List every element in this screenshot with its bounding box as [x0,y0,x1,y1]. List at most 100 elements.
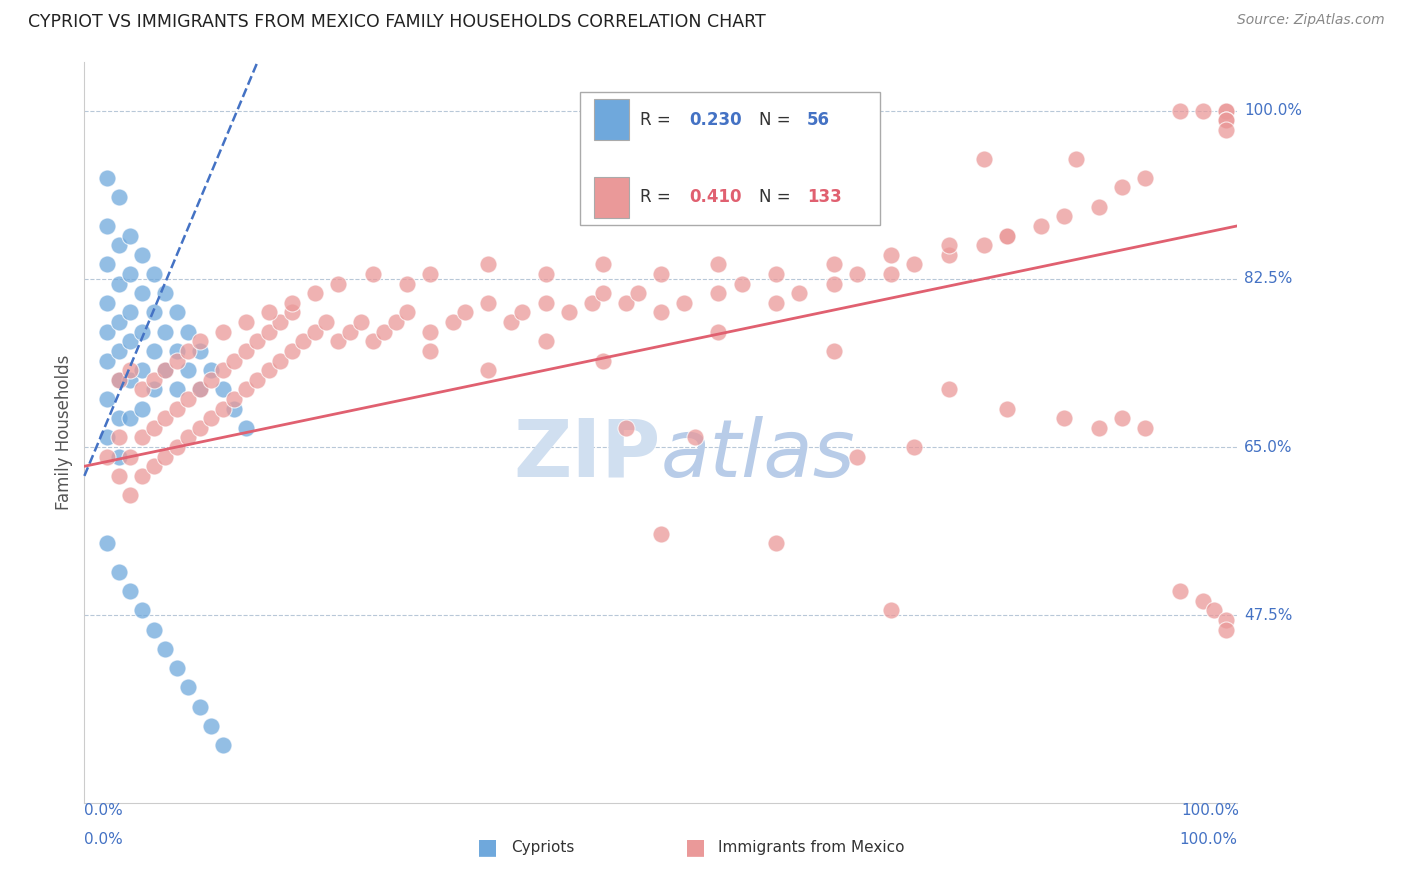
Point [142,421,165,435]
Point [235,421,257,435]
Point [96,430,118,444]
Point [96,170,118,185]
Point [1191,103,1213,118]
Point [1133,170,1156,185]
Point [534,295,557,310]
Text: 100.0%: 100.0% [1244,103,1302,118]
Point [281,295,304,310]
Point [1204,603,1226,617]
Point [120,363,142,377]
Point [512,305,534,319]
Point [672,295,695,310]
Point [787,286,810,301]
Point [823,257,845,271]
Point [153,363,176,377]
Text: 100.0%: 100.0% [1181,803,1240,818]
Point [108,450,131,464]
Point [131,603,153,617]
Bar [593,178,628,218]
Point [120,411,142,425]
Point [1191,594,1213,608]
Point [120,450,142,464]
Point [96,219,118,233]
Point [131,469,153,483]
Text: R =: R = [640,188,676,206]
Point [1133,421,1156,435]
Text: 0.230: 0.230 [690,112,742,129]
Text: 56: 56 [807,112,830,129]
Point [995,228,1018,243]
Point [188,699,211,714]
Point [131,382,153,396]
Point [477,257,499,271]
Point [131,430,153,444]
Point [120,373,142,387]
Point [211,738,233,752]
Point [235,382,257,396]
Point [108,343,131,358]
Point [396,305,419,319]
Point [707,286,730,301]
Point [96,257,118,271]
Point [108,190,131,204]
Text: CYPRIOT VS IMMIGRANTS FROM MEXICO FAMILY HOUSEHOLDS CORRELATION CHART: CYPRIOT VS IMMIGRANTS FROM MEXICO FAMILY… [28,13,766,31]
Point [257,363,280,377]
Point [177,681,200,695]
Point [454,305,477,319]
Point [257,325,280,339]
Point [142,459,165,474]
Point [361,334,384,349]
Point [131,363,153,377]
Point [938,248,960,262]
Point [1215,613,1237,627]
Point [96,392,118,406]
Point [339,325,361,339]
Point [419,343,441,358]
Point [131,286,153,301]
Point [108,565,131,579]
Point [534,267,557,281]
Point [707,325,730,339]
Point [166,401,188,416]
Point [326,334,349,349]
Point [396,277,419,291]
Point [823,343,845,358]
Point [166,353,188,368]
Point [1053,411,1076,425]
Point [1111,411,1133,425]
Point [188,421,211,435]
Point [108,238,131,252]
Point [177,343,200,358]
Text: 0.0%: 0.0% [84,803,124,818]
Point [627,286,650,301]
Text: 133: 133 [807,188,842,206]
Point [1031,219,1053,233]
Point [938,382,960,396]
Point [581,295,603,310]
Point [1088,421,1111,435]
Point [326,277,349,291]
Point [499,315,522,329]
Point [419,267,441,281]
Point [224,353,246,368]
Bar [593,99,628,140]
Point [315,315,337,329]
Point [995,401,1018,416]
Point [120,228,142,243]
Point [650,267,672,281]
Point [177,363,200,377]
Point [880,248,903,262]
Point [142,305,165,319]
Point [211,401,233,416]
Point [845,450,868,464]
Point [188,382,211,396]
Text: 82.5%: 82.5% [1244,271,1292,286]
Point [880,267,903,281]
Text: 100.0%: 100.0% [1180,832,1237,847]
Point [211,382,233,396]
Point [938,238,960,252]
Point [1215,103,1237,118]
Point [120,305,142,319]
Point [200,719,222,733]
Point [995,228,1018,243]
